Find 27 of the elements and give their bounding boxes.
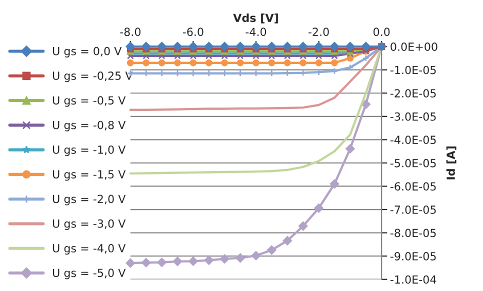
y-tick-label: -4.0E-05 [390, 136, 436, 144]
x-tick-label: 0.0 [373, 28, 390, 36]
legend-label: U gs = -2,0 V [52, 194, 126, 206]
legend-label: U gs = -0,5 V [52, 96, 126, 107]
legend-label: U gs = 0,0 V [52, 46, 122, 58]
y-tick-label: -5.0E-05 [390, 158, 436, 168]
legend-label: U gs = -1,5 V [52, 170, 126, 181]
x-tick-label: -6.0 [182, 28, 204, 36]
legend-label: U gs = -4,0 V [52, 244, 126, 255]
y-tick-label: 0.0E+00 [390, 42, 438, 51]
x-tick-label: -4.0 [246, 28, 266, 36]
x-tick-label: -8.0 [120, 28, 141, 36]
y-tick-label: -1.0E-05 [390, 66, 436, 74]
x-tick-label: -2.0 [308, 28, 329, 36]
y-tick-label: -3.0E-05 [390, 112, 436, 121]
legend-label: U gs = -0,8 V [52, 120, 126, 132]
y-tick-label: -2.0E-05 [390, 89, 436, 98]
y-tick-label: -9.0E-05 [390, 252, 436, 260]
y-tick-label: -8.0E-05 [390, 228, 436, 238]
y-tick-label: -7.0E-05 [390, 205, 436, 214]
legend-label: U gs = -5,0 V [52, 268, 126, 280]
y-tick-label: -6.0E-05 [390, 182, 436, 191]
y-axis-title: Id [A] [446, 146, 456, 180]
y-tick-label: -1.0E-04 [390, 275, 436, 284]
legend-label: U gs = -3,0 V [52, 219, 126, 230]
x-axis-title: Vds [V] [233, 13, 278, 24]
legend-label: U gs = -1,0 V [52, 145, 126, 156]
